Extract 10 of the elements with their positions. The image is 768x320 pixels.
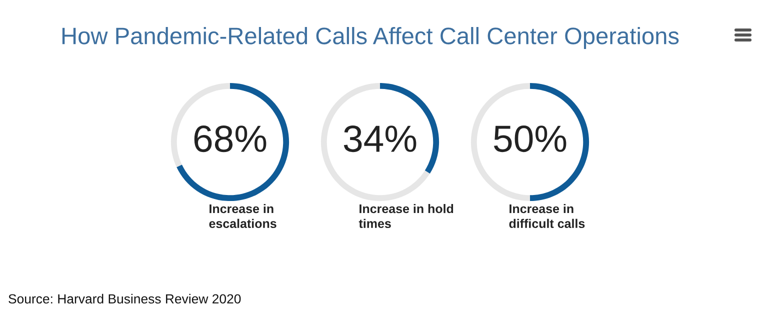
text: Increase in hold times: [358, 204, 454, 228]
text: How Pandemic-Related Calls Affect Call Center Operations: [62, 26, 679, 50]
donut-slice: [176, 82, 290, 202]
text: Increase in escalations: [209, 204, 276, 228]
data-label: 34%: [344, 126, 416, 152]
text: Increase in difficult calls: [509, 204, 585, 228]
donut-slice: [320, 82, 430, 202]
data-label: 50%: [494, 126, 566, 152]
source-note: Source: Harvard Business Review 2020: [8, 294, 241, 304]
data-label: 68%: [194, 126, 266, 152]
